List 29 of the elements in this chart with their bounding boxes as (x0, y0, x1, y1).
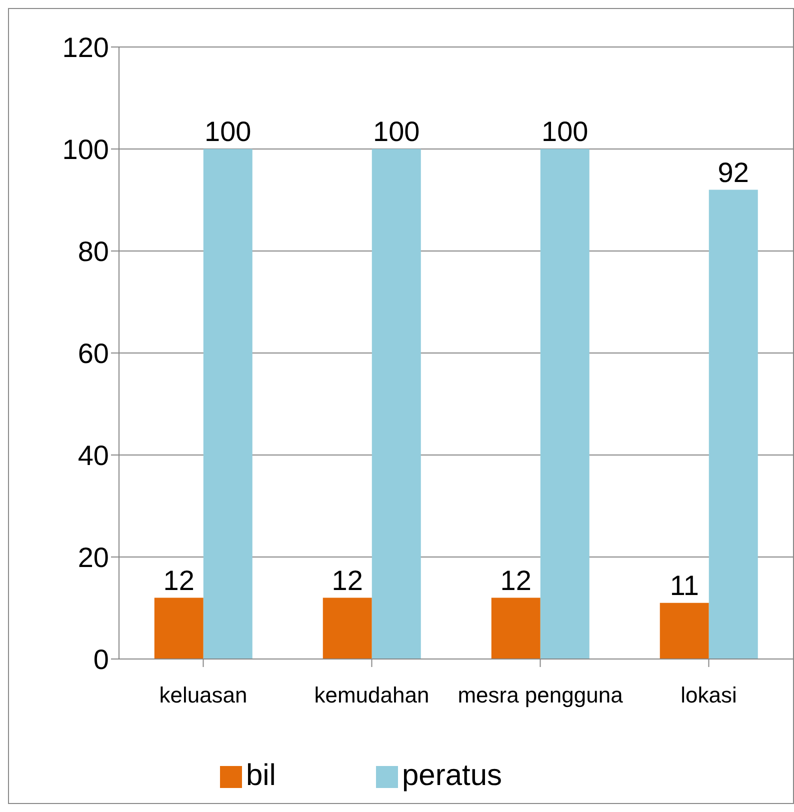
bar (540, 149, 590, 659)
bar (708, 190, 758, 659)
bar (491, 598, 540, 659)
x-tick-label: lokasi (680, 682, 737, 708)
data-label: 100 (542, 116, 588, 147)
x-tick-label: kemudahan (314, 682, 430, 708)
x-tick-label: mesra pengguna (458, 682, 624, 708)
y-tick-label: 80 (78, 236, 109, 267)
data-label: 12 (500, 564, 532, 596)
bar (660, 602, 709, 659)
bar (154, 598, 204, 659)
data-label: 100 (204, 116, 252, 147)
y-tick-label: 100 (62, 134, 109, 165)
data-label: 100 (373, 116, 420, 147)
y-tick-label: 0 (93, 644, 109, 675)
data-label: 92 (718, 156, 749, 188)
data-label: 12 (163, 564, 194, 596)
y-tick-label: 60 (78, 338, 109, 369)
bar (372, 149, 421, 659)
data-label: 12 (332, 564, 363, 596)
bar (203, 149, 252, 659)
y-tick-label: 120 (62, 32, 109, 63)
legend-label: peratus (402, 759, 502, 792)
legend-label: bil (246, 759, 276, 792)
y-tick-label: 20 (78, 542, 109, 573)
x-tick-label: keluasan (159, 682, 248, 708)
bar (322, 598, 372, 659)
data-label: 11 (670, 570, 699, 601)
y-tick-label: 40 (78, 440, 109, 471)
